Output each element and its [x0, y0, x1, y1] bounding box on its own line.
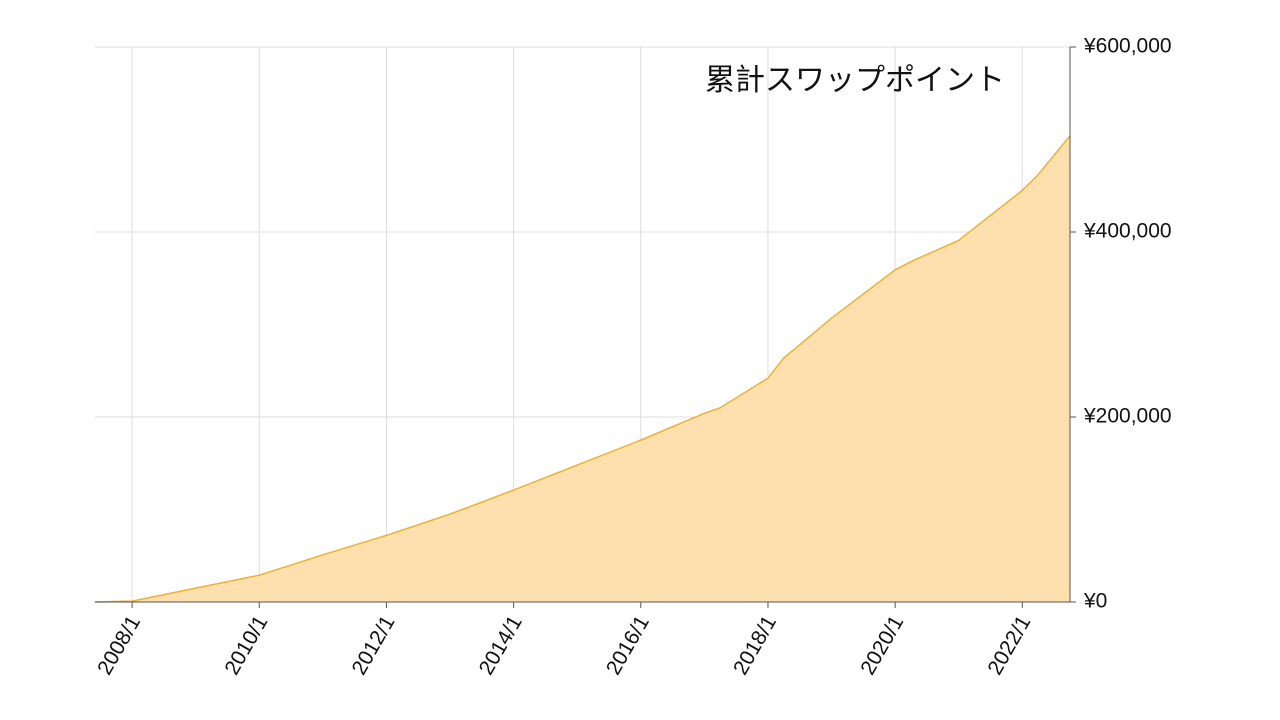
- x-tick-label: 2016/1: [602, 612, 654, 679]
- chart-title: 累計スワップポイント: [705, 64, 1005, 97]
- line: [94, 135, 1071, 603]
- x-tick-label: 2014/1: [475, 612, 527, 679]
- x-tick-label: 2022/1: [983, 612, 1035, 679]
- y-tick-label: ¥400,000: [1083, 220, 1172, 243]
- area: [95, 135, 1070, 603]
- x-tick-label: 2010/1: [220, 612, 272, 679]
- x-tick-label: 2018/1: [729, 612, 781, 679]
- x-tick-label: 2008/1: [93, 612, 145, 679]
- x-tick-label: 2020/1: [856, 612, 908, 679]
- x-tick-label: 2012/1: [348, 612, 400, 679]
- y-tick-label: ¥200,000: [1083, 405, 1172, 428]
- y-tick-label: ¥600,000: [1083, 35, 1172, 58]
- y-tick-label: ¥0: [1083, 590, 1107, 613]
